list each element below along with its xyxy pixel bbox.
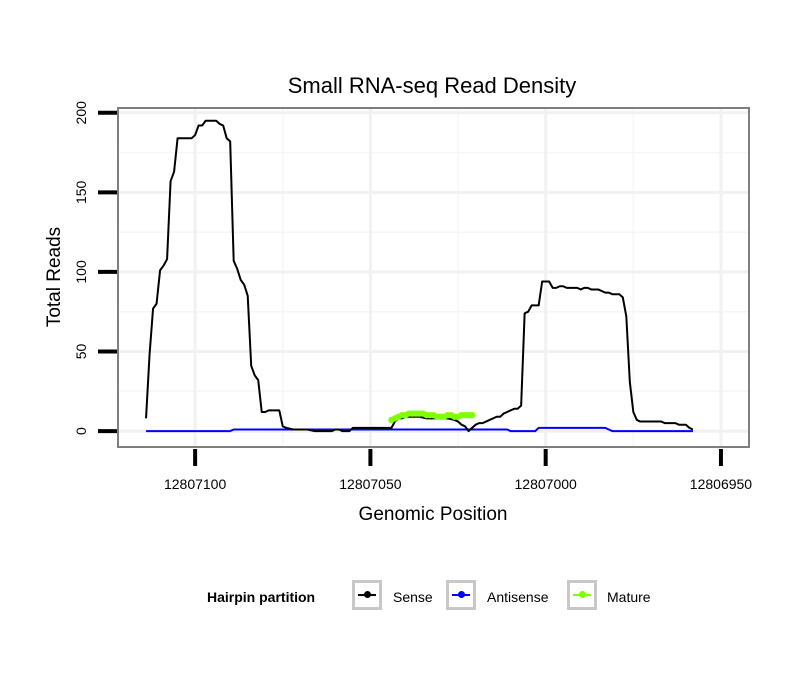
series-line-antisense — [146, 426, 693, 433]
legend-label-sense: Sense — [393, 589, 433, 605]
legend-key-mature — [567, 580, 597, 610]
y-tick-label: 150 — [73, 180, 89, 204]
chart-title: Small RNA-seq Read Density — [288, 73, 577, 98]
legend-mature-point — [579, 591, 586, 598]
axes: 12807100 12807050 12807000 12806950 0 50 100 15… — [73, 101, 752, 492]
series-mature — [388, 410, 476, 424]
legend-key-sense — [352, 580, 382, 610]
x-tick-label: 12807100 — [164, 476, 227, 492]
legend-label-antisense: Antisense — [487, 589, 549, 605]
x-tick-label: 12806950 — [690, 476, 753, 492]
gridlines — [119, 109, 748, 446]
y-tick-label: 200 — [73, 101, 89, 125]
x-axis-label: Genomic Position — [359, 504, 508, 525]
x-tick-label: 12807050 — [339, 476, 402, 492]
legend-sense-point — [364, 591, 371, 598]
series-layer — [145, 119, 694, 433]
mature-point — [468, 411, 476, 419]
series-antisense — [146, 426, 693, 433]
x-tick-label: 12807000 — [515, 476, 578, 492]
y-tick-label: 100 — [73, 260, 89, 284]
legend-title: Hairpin partition — [207, 589, 316, 605]
y-axis-label: Total Reads — [44, 227, 65, 327]
y-tick-label: 50 — [73, 344, 89, 360]
legend-antisense-point — [458, 591, 465, 598]
plot-panel — [117, 107, 750, 448]
legend: Hairpin partition Sense Antisense Mature — [0, 578, 810, 618]
legend-label-mature: Mature — [607, 589, 651, 605]
legend-key-antisense — [446, 580, 476, 610]
y-tick-label: 0 — [73, 427, 89, 435]
